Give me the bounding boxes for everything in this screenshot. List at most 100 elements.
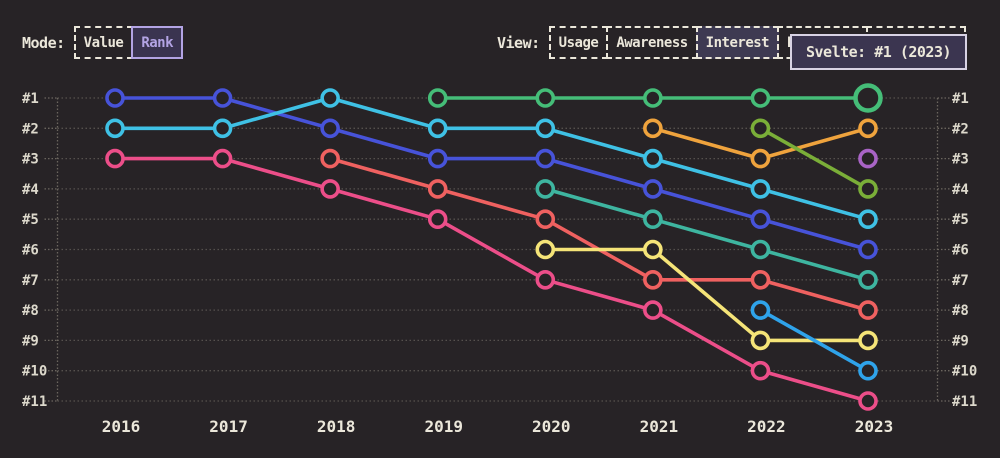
point-pink-2020[interactable] [535,269,556,290]
series-line-indigo [113,96,870,252]
point-indigo-2022[interactable] [750,209,771,229]
point-indigo-2016[interactable] [105,88,125,108]
rank-label-right: #1 [952,91,969,107]
point-indigo-2020[interactable] [535,148,556,169]
rank-label-right: #5 [952,212,969,228]
rank-label-right: #7 [952,273,969,289]
point-teal-2020[interactable] [535,179,556,199]
series-points [105,83,883,411]
rank-axis-labels: #1 #1 #2 #2 #3 #3 #4 #4 #5 #5 #6 #6 #7 #7 #8 #8 #9 #9 #10 #… [22,91,977,410]
rank-label-left: #11 [22,394,47,410]
point-orange-2021[interactable] [643,118,663,139]
point-azure-2023[interactable] [858,360,878,381]
point-Svelte-2019[interactable] [427,88,448,108]
view-interest-button[interactable]: Interest [695,26,780,59]
point-cyan-2018[interactable] [320,88,340,108]
series-line-azure [758,308,870,373]
mode-control-group: Mode: Value Rank [22,26,184,59]
point-cyan-2019[interactable] [427,118,448,139]
rank-label-left: #2 [22,121,39,137]
year-label: 2021 [640,417,679,436]
point-Svelte-2023[interactable] [853,83,883,113]
chart-tooltip: Svelte: #1 (2023) [790,34,968,70]
series-line-salmon [328,156,870,312]
rank-label-left: #5 [22,212,39,228]
year-axis-labels: 2016 2017 2018 2019 2020 2021 2022 2023 [102,417,894,436]
point-purple-2023[interactable] [858,148,878,169]
mode-label: Mode: [22,33,65,52]
rank-label-right: #2 [952,121,969,137]
year-label: 2020 [532,417,571,436]
point-Svelte-2020[interactable] [535,88,556,108]
point-salmon-2018[interactable] [320,148,340,169]
tooltip-text: Svelte: #1 (2023) [806,43,952,61]
year-label: 2019 [424,417,463,436]
rank-label-left: #6 [22,243,39,259]
point-yellow-2023[interactable] [858,330,878,351]
point-yellow-2020[interactable] [535,239,556,260]
point-cyan-2021[interactable] [643,148,663,169]
view-label: View: [497,33,540,52]
point-indigo-2018[interactable] [320,118,340,139]
point-pink-2019[interactable] [427,209,448,229]
series-line-olive [758,126,870,191]
rank-label-left: #10 [22,364,47,380]
point-cyan-2017[interactable] [212,118,233,139]
rank-label-right: #8 [952,303,969,319]
point-salmon-2019[interactable] [427,179,448,199]
point-cyan-2022[interactable] [750,179,771,199]
rank-label-left: #4 [22,182,39,198]
year-label: 2017 [209,417,248,436]
rank-label-right: #4 [952,182,969,198]
point-indigo-2021[interactable] [643,179,663,199]
point-pink-2021[interactable] [643,300,663,320]
point-Svelte-2022[interactable] [750,88,771,108]
point-Svelte-2021[interactable] [643,88,663,108]
year-label: 2023 [855,417,894,436]
point-orange-2023[interactable] [858,118,878,139]
point-pink-2016[interactable] [105,148,125,169]
point-yellow-2021[interactable] [643,239,663,260]
rank-label-left: #7 [22,273,39,289]
point-pink-2018[interactable] [320,179,340,199]
rank-label-right: #9 [952,333,969,349]
point-orange-2022[interactable] [750,148,771,169]
year-label: 2018 [317,417,356,436]
series-line-cyan [113,96,870,221]
point-azure-2022[interactable] [750,300,771,320]
rank-label-left: #3 [22,152,39,168]
rank-label-right: #11 [952,394,977,410]
rank-label-right: #6 [952,243,969,259]
series-line-teal [543,187,870,282]
year-label: 2022 [747,417,786,436]
point-indigo-2017[interactable] [212,88,233,108]
point-salmon-2023[interactable] [858,300,878,320]
rank-label-left: #1 [22,91,39,107]
point-cyan-2020[interactable] [535,118,556,139]
point-pink-2023[interactable] [858,391,878,411]
point-olive-2023[interactable] [858,179,878,199]
point-teal-2023[interactable] [858,269,878,290]
year-label: 2016 [102,417,141,436]
point-indigo-2019[interactable] [427,148,448,169]
point-salmon-2021[interactable] [643,269,663,290]
rank-label-left: #8 [22,303,39,319]
point-olive-2022[interactable] [750,118,771,139]
point-indigo-2023[interactable] [858,239,878,260]
point-salmon-2022[interactable] [750,269,771,290]
series-line-pink [113,156,870,403]
rank-label-right: #10 [952,364,977,380]
rank-label-left: #9 [22,333,39,349]
point-teal-2022[interactable] [750,239,771,260]
mode-rank-button[interactable]: Rank [131,26,184,59]
point-pink-2017[interactable] [212,148,233,169]
point-cyan-2016[interactable] [105,118,125,139]
point-cyan-2023[interactable] [858,209,878,229]
point-teal-2021[interactable] [643,209,663,229]
rank-label-right: #3 [952,152,969,168]
point-pink-2022[interactable] [750,360,771,381]
point-yellow-2022[interactable] [750,330,771,351]
point-salmon-2020[interactable] [535,209,556,229]
